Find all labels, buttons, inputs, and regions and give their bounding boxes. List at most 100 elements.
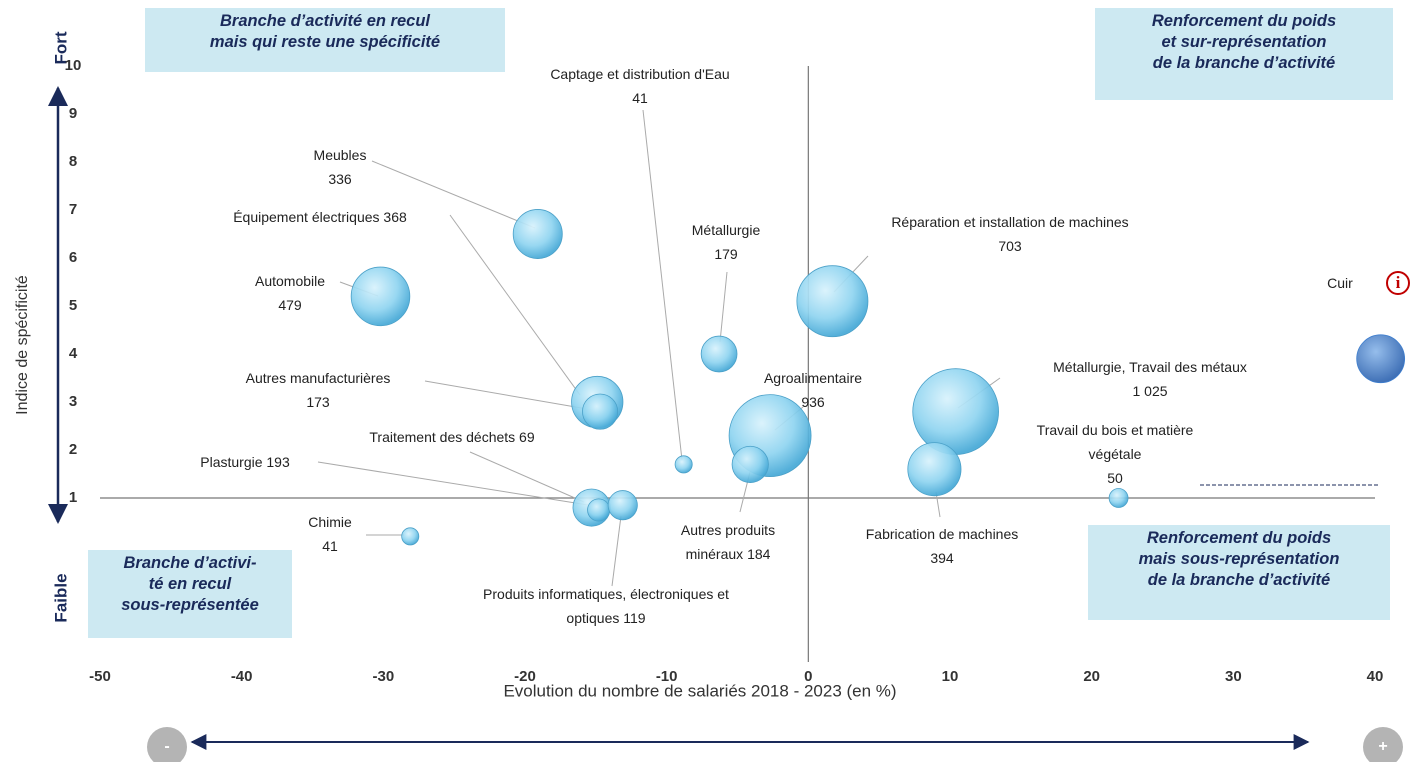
quadrant-line: Branche d’activité en recul: [220, 12, 430, 30]
plus-circle: [1363, 727, 1403, 762]
bubble: [674, 455, 693, 474]
quadrant-note: Renforcement du poids et sur-représentati…: [1095, 8, 1393, 100]
bubble: [1356, 334, 1406, 384]
x-tick-label: -10: [656, 668, 678, 685]
quadrant-line: mais qui reste une spécificité: [209, 33, 441, 51]
y-tick-label: 10: [65, 57, 82, 74]
y-tick-label: 6: [69, 249, 77, 266]
x-tick-label: 10: [942, 668, 959, 685]
fort-label: Fort: [51, 31, 70, 64]
x-tick-label: -30: [372, 668, 394, 685]
faible-label: Faible: [51, 573, 70, 622]
y-tick-label: 7: [69, 201, 77, 218]
leader-line: [371, 160, 536, 229]
bubble-name: Autres manufacturières: [245, 370, 391, 386]
bubble-label: Agroalimentaire 936: [764, 366, 862, 414]
y-tick-label: 5: [69, 297, 77, 314]
bubble-label: Réparation et installation de machines 70…: [870, 210, 1150, 258]
bubble-label: Équipement électriques 368: [233, 205, 407, 229]
bubble-size: 1 025: [1132, 383, 1168, 399]
quadrant-line: de la branche d’activité: [1152, 54, 1336, 72]
bubble: [512, 209, 563, 259]
bubble: [731, 445, 769, 483]
bubble-label: Métallurgie, Travail des métaux 1 025: [1053, 355, 1247, 403]
bubble-label: Travail du bois et matière végétale 50: [1010, 418, 1220, 490]
info-icon: [1386, 271, 1410, 295]
quadrant-line: Renforcement du poids: [1146, 529, 1332, 547]
y-tick-label: 2: [69, 441, 77, 458]
bubble-size: 69: [519, 429, 535, 445]
bubble-label: Cuir: [1327, 271, 1353, 295]
bubble-name: Automobile: [254, 273, 326, 289]
bubble-label: Autres manufacturières 173: [246, 366, 391, 414]
quadrant-line: Renforcement du poids: [1151, 12, 1337, 30]
bubble-size: 936: [801, 394, 825, 410]
y-tick-label: 4: [69, 345, 78, 362]
bubble-name: Réparation et installation de machines: [891, 214, 1129, 230]
bubble-label: Captage et distribution d'Eau 41: [550, 62, 729, 110]
bubble-size: 50: [1107, 470, 1123, 486]
bubble-label: Plasturgie 193: [200, 450, 290, 474]
bubble-name: Agroalimentaire: [763, 370, 863, 386]
bubble-label: Métallurgie 179: [692, 218, 760, 266]
bubble-label: Traitement des déchets 69: [369, 425, 534, 449]
x-tick-label: -50: [89, 668, 111, 685]
quadrant-note: Branche d’activité en recul mais qui rest…: [145, 8, 505, 72]
x-tick-label: 0: [804, 668, 812, 685]
bubble-size: 368: [383, 209, 407, 225]
bubble-size: 479: [278, 297, 302, 313]
bubble: [912, 368, 999, 455]
bubble-size: 179: [714, 246, 738, 262]
quadrant-line: de la branche d’activité: [1147, 571, 1331, 589]
bubble: [907, 442, 962, 497]
x-axis-label: Evolution du nombre de salariés 2018 - 2…: [503, 681, 896, 700]
bubble-name: Meubles: [313, 147, 367, 163]
x-tick-label: -40: [231, 668, 253, 685]
bubble-size: 336: [328, 171, 352, 187]
x-tick-label: 20: [1083, 668, 1100, 685]
bubble-size: 119: [623, 610, 646, 626]
leader-line: [449, 214, 581, 396]
bubble-name: Fabrication de machines: [865, 526, 1019, 542]
bubble-name: Métallurgie, Travail des métaux: [1053, 359, 1247, 375]
bubble-name: Cuir: [1327, 275, 1353, 291]
bubble-size: 193: [266, 454, 290, 470]
quadrant-line: mais sous-représentation: [1138, 550, 1340, 568]
bubble-name: Captage et distribution d'Eau: [550, 66, 730, 82]
bubble: [582, 393, 619, 430]
minus-circle: [147, 727, 187, 762]
bubble-size: 703: [998, 238, 1022, 254]
bubble-label: Chimie 41: [308, 510, 352, 558]
leader-line: [469, 451, 585, 503]
x-tick-label: 40: [1367, 668, 1384, 685]
y-tick-label: 1: [69, 489, 77, 506]
quadrant-note: Renforcement du poids mais sous-représent…: [1088, 525, 1390, 620]
bubble: [700, 335, 738, 373]
quadrant-line: et sur-représentation: [1161, 33, 1327, 51]
bubble-name: Produits informatiques, électroniques et…: [483, 586, 729, 626]
bubble: [350, 266, 411, 327]
info-icon-text: i: [1396, 273, 1401, 292]
bubble-name: Travail du bois et matière végétale: [1036, 422, 1194, 462]
bubble-size: 173: [306, 394, 330, 410]
plus-sign: +: [1378, 738, 1387, 755]
bubble-label: Automobile 479: [255, 269, 325, 317]
bubble-name: Traitement des déchets: [369, 429, 516, 445]
bubble-label: Meubles 336: [314, 143, 367, 191]
y-axis-label: Indice de spécificité: [14, 275, 31, 415]
minus-sign: -: [164, 738, 169, 755]
leader-line: [935, 491, 941, 518]
leader-line: [317, 461, 589, 506]
bubble-size: 41: [632, 90, 648, 106]
leader-line: [719, 271, 728, 343]
quadrant-line: Branche d’activi-: [123, 554, 257, 572]
quadrant-line: té en recul: [148, 575, 232, 593]
leader-line: [424, 380, 594, 411]
bubble-label: Fabrication de machines 394: [866, 522, 1019, 570]
leader-line: [611, 515, 622, 587]
quadrant-note: Branche d’activi-té en recul sous-représe…: [88, 550, 292, 638]
leader-line: [642, 109, 683, 461]
bubble: [587, 498, 611, 522]
